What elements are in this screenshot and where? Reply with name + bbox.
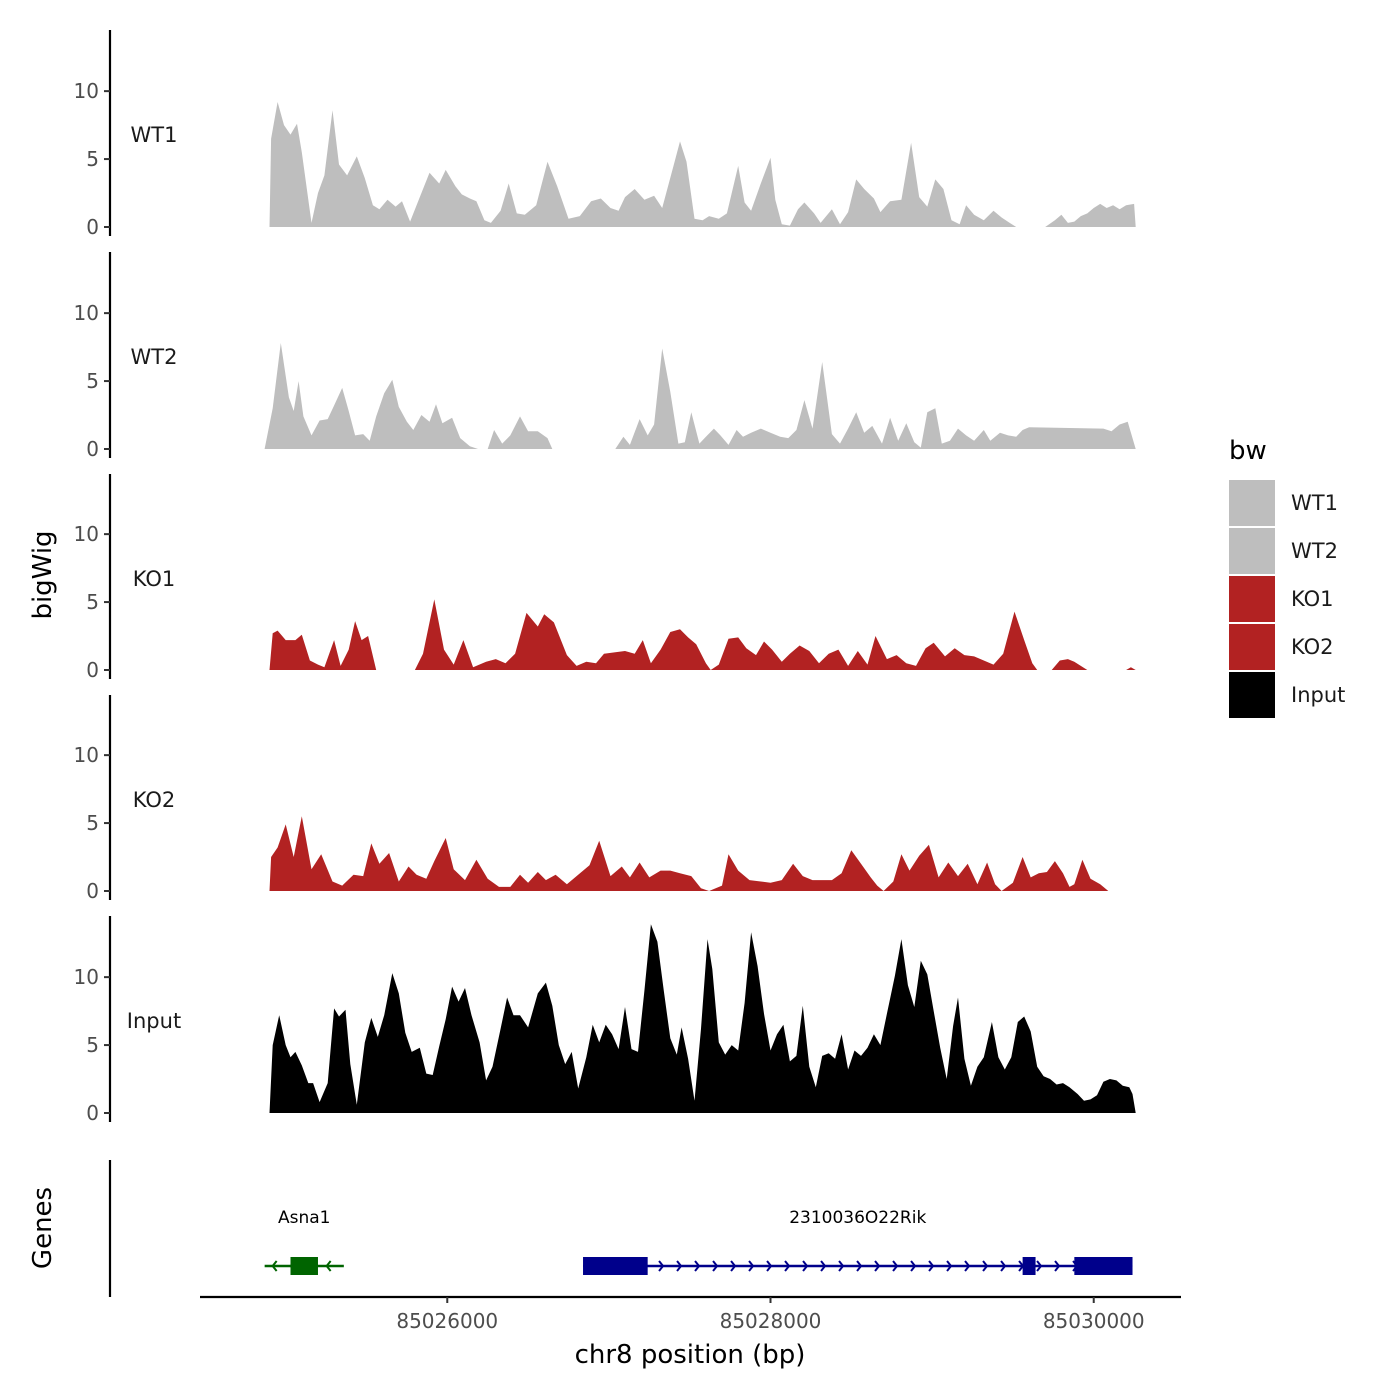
signal-area-wt1 bbox=[269, 102, 1136, 227]
x-tick-label: 85030000 bbox=[1043, 1309, 1145, 1333]
y-tick-label: 0 bbox=[86, 658, 99, 682]
strand-arrow bbox=[784, 1260, 791, 1272]
track-label: WT1 bbox=[131, 123, 178, 147]
y-tick-label: 0 bbox=[86, 437, 99, 461]
legend-swatch bbox=[1229, 672, 1275, 718]
y-tick-label: 0 bbox=[86, 879, 99, 903]
strand-arrow bbox=[856, 1260, 863, 1272]
y-tick-label: 0 bbox=[86, 215, 99, 239]
signal-area-ko2 bbox=[269, 816, 1136, 891]
y-tick-label: 10 bbox=[74, 522, 99, 546]
gene-exon bbox=[1022, 1257, 1036, 1275]
gene-asna1: Asna1 bbox=[264, 1208, 344, 1275]
gene-panel-title: Genes bbox=[28, 1187, 58, 1269]
legend-label: KO1 bbox=[1291, 587, 1334, 611]
strand-arrow bbox=[694, 1260, 701, 1272]
legend-swatch bbox=[1229, 576, 1275, 622]
strand-arrow bbox=[964, 1260, 971, 1272]
gene-label: Asna1 bbox=[278, 1208, 331, 1228]
gene-2310036o22rik: 2310036O22Rik bbox=[583, 1208, 1133, 1275]
legend-title: bw bbox=[1229, 436, 1267, 466]
y-tick-label: 5 bbox=[86, 590, 99, 614]
strand-arrow bbox=[1036, 1260, 1043, 1272]
gene-exon bbox=[583, 1257, 648, 1275]
legend-swatch bbox=[1229, 480, 1275, 526]
gene-exon bbox=[1074, 1257, 1133, 1275]
strand-arrow bbox=[1054, 1260, 1061, 1272]
strand-arrow bbox=[676, 1260, 683, 1272]
strand-arrow bbox=[928, 1260, 935, 1272]
track-wt2: 0 5 10 WT2 bbox=[74, 252, 1136, 461]
strand-arrow bbox=[1000, 1260, 1007, 1272]
signal-area-input bbox=[269, 924, 1136, 1113]
strand-arrow bbox=[892, 1260, 899, 1272]
y-tick-label: 5 bbox=[86, 147, 99, 171]
y-tick-label: 10 bbox=[74, 743, 99, 767]
legend-swatch bbox=[1229, 624, 1275, 670]
legend: bw WT1 WT2 KO1 KO2 Input bbox=[1229, 436, 1345, 718]
y-axis-title: bigWig bbox=[28, 530, 58, 619]
track-ko2: 0 5 10 KO2 bbox=[74, 695, 1136, 903]
track-ko1: 0 5 10 KO1 bbox=[74, 474, 1136, 682]
strand-arrow bbox=[271, 1260, 278, 1272]
signal-area-wt2 bbox=[264, 343, 1136, 449]
legend-swatch bbox=[1229, 528, 1275, 574]
legend-item-wt2: WT2 bbox=[1229, 528, 1338, 574]
track-label: Input bbox=[127, 1009, 181, 1033]
strand-arrow bbox=[766, 1260, 773, 1272]
legend-item-input: Input bbox=[1229, 672, 1345, 718]
gene-panel: Asna1 2310036O22Rik bbox=[108, 1160, 1133, 1297]
legend-item-ko2: KO2 bbox=[1229, 624, 1334, 670]
gene-exon bbox=[290, 1257, 318, 1275]
legend-label: KO2 bbox=[1291, 635, 1334, 659]
track-wt1: 0 5 10 WT1 bbox=[74, 30, 1136, 239]
strand-arrow bbox=[325, 1260, 332, 1272]
y-tick-label: 5 bbox=[86, 369, 99, 393]
strand-arrow bbox=[838, 1260, 845, 1272]
strand-arrow bbox=[658, 1260, 665, 1272]
y-tick-label: 10 bbox=[74, 301, 99, 325]
strand-arrow bbox=[910, 1260, 917, 1272]
signal-tracks: 0 5 10 WT1 0 5 10 WT2 0 5 10 KO1 0 5 10 KO2 0 5 10 Input bbox=[74, 30, 1136, 1125]
track-label: KO2 bbox=[133, 788, 176, 812]
y-tick-label: 5 bbox=[86, 1033, 99, 1057]
legend-label: Input bbox=[1291, 683, 1345, 707]
legend-label: WT2 bbox=[1291, 539, 1338, 563]
x-axis-title: chr8 position (bp) bbox=[575, 1340, 806, 1370]
track-input: 0 5 10 Input bbox=[74, 916, 1136, 1125]
x-tick-label: 85026000 bbox=[396, 1309, 498, 1333]
strand-arrow bbox=[874, 1260, 881, 1272]
y-tick-label: 10 bbox=[74, 965, 99, 989]
strand-arrow bbox=[820, 1260, 827, 1272]
strand-arrow bbox=[712, 1260, 719, 1272]
track-label: WT2 bbox=[131, 345, 178, 369]
legend-item-ko1: KO1 bbox=[1229, 576, 1334, 622]
x-tick-label: 85028000 bbox=[720, 1309, 822, 1333]
strand-arrow bbox=[748, 1260, 755, 1272]
y-tick-label: 10 bbox=[74, 79, 99, 103]
x-axis: 85026000 85028000 85030000 bbox=[200, 1295, 1181, 1333]
y-tick-label: 0 bbox=[86, 1101, 99, 1125]
strand-arrow bbox=[982, 1260, 989, 1272]
strand-arrow bbox=[946, 1260, 953, 1272]
legend-item-wt1: WT1 bbox=[1229, 480, 1338, 526]
signal-area-ko1 bbox=[269, 599, 1136, 670]
legend-label: WT1 bbox=[1291, 491, 1338, 515]
track-label: KO1 bbox=[133, 567, 176, 591]
gene-label: 2310036O22Rik bbox=[789, 1208, 926, 1228]
strand-arrow bbox=[802, 1260, 809, 1272]
strand-arrow bbox=[730, 1260, 737, 1272]
y-tick-label: 5 bbox=[86, 811, 99, 835]
